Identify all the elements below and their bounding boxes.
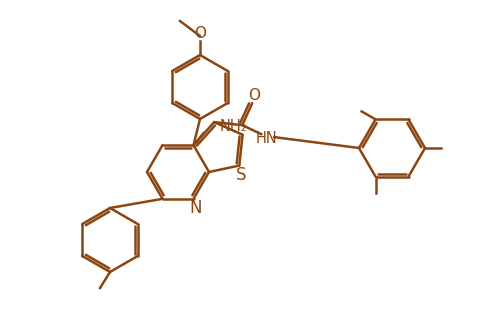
Text: HN: HN	[255, 131, 277, 146]
Text: N: N	[189, 199, 202, 217]
Text: O: O	[194, 25, 206, 41]
Text: NH₂: NH₂	[219, 119, 247, 134]
Text: O: O	[248, 88, 260, 103]
Text: S: S	[236, 166, 247, 183]
